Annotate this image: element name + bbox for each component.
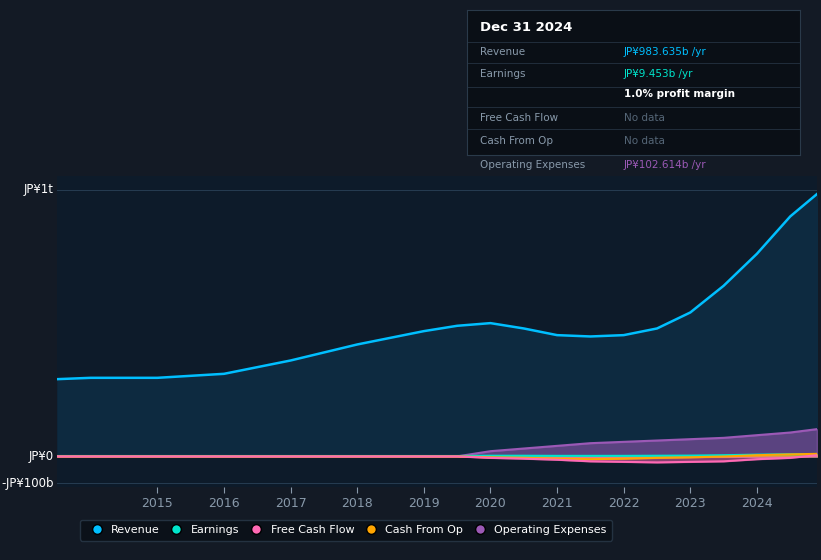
Text: Free Cash Flow: Free Cash Flow xyxy=(480,113,558,123)
Text: JP¥102.614b /yr: JP¥102.614b /yr xyxy=(624,160,706,170)
Text: Dec 31 2024: Dec 31 2024 xyxy=(480,21,573,34)
Text: JP¥9.453b /yr: JP¥9.453b /yr xyxy=(624,69,693,80)
Text: JP¥1t: JP¥1t xyxy=(24,183,53,196)
Text: No data: No data xyxy=(624,113,665,123)
Text: Revenue: Revenue xyxy=(480,48,525,58)
Text: Operating Expenses: Operating Expenses xyxy=(480,160,585,170)
Text: -JP¥100b: -JP¥100b xyxy=(1,477,53,489)
Text: Cash From Op: Cash From Op xyxy=(480,136,553,146)
Text: Earnings: Earnings xyxy=(480,69,526,80)
Legend: Revenue, Earnings, Free Cash Flow, Cash From Op, Operating Expenses: Revenue, Earnings, Free Cash Flow, Cash … xyxy=(80,520,612,541)
Text: JP¥983.635b /yr: JP¥983.635b /yr xyxy=(624,48,707,58)
Text: 1.0% profit margin: 1.0% profit margin xyxy=(624,89,735,99)
Text: JP¥0: JP¥0 xyxy=(29,450,53,463)
Text: No data: No data xyxy=(624,136,665,146)
